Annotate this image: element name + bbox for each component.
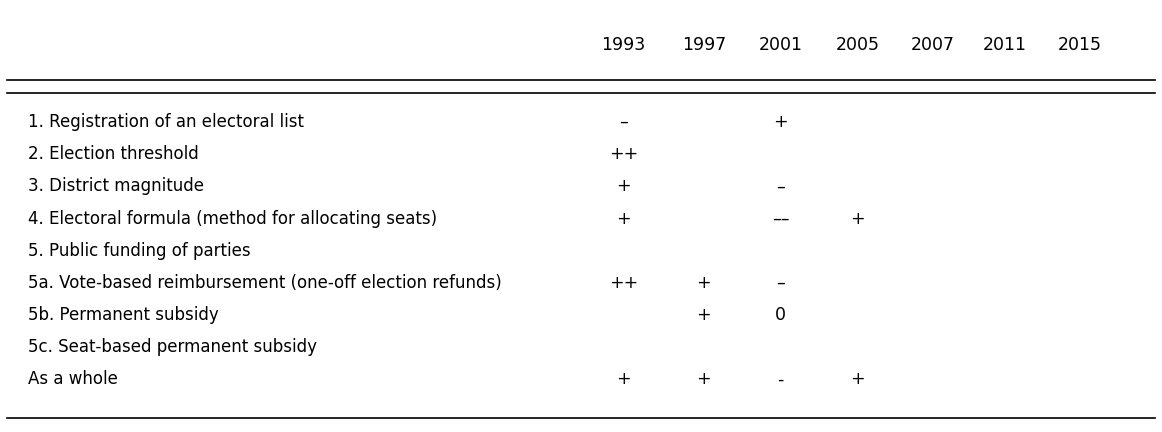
Text: 1997: 1997 xyxy=(682,35,726,54)
Text: 2001: 2001 xyxy=(759,35,803,54)
Text: –: – xyxy=(776,274,786,292)
Text: 1993: 1993 xyxy=(602,35,646,54)
Text: +: + xyxy=(616,371,631,388)
Text: –: – xyxy=(776,177,786,195)
Text: 4. Electoral formula (method for allocating seats): 4. Electoral formula (method for allocat… xyxy=(28,210,437,228)
Text: 1. Registration of an electoral list: 1. Registration of an electoral list xyxy=(28,113,303,131)
Text: +: + xyxy=(851,210,865,228)
Text: –: – xyxy=(619,113,627,131)
Text: +: + xyxy=(696,274,711,292)
Text: +: + xyxy=(851,371,865,388)
Text: +: + xyxy=(696,371,711,388)
Text: 0: 0 xyxy=(775,306,787,324)
Text: +: + xyxy=(774,113,788,131)
Text: 2011: 2011 xyxy=(983,35,1027,54)
Text: 5. Public funding of parties: 5. Public funding of parties xyxy=(28,241,250,260)
Text: 2007: 2007 xyxy=(910,35,954,54)
Text: 5b. Permanent subsidy: 5b. Permanent subsidy xyxy=(28,306,218,324)
Text: +: + xyxy=(616,210,631,228)
Text: +: + xyxy=(696,306,711,324)
Text: ++: ++ xyxy=(609,274,638,292)
Text: ––: –– xyxy=(772,210,789,228)
Text: 3. District magnitude: 3. District magnitude xyxy=(28,177,203,195)
Text: 5c. Seat-based permanent subsidy: 5c. Seat-based permanent subsidy xyxy=(28,338,316,356)
Text: 2015: 2015 xyxy=(1057,35,1102,54)
Text: As a whole: As a whole xyxy=(28,371,117,388)
Text: 2005: 2005 xyxy=(835,35,880,54)
Text: -: - xyxy=(777,371,784,388)
Text: ++: ++ xyxy=(609,145,638,163)
Text: 2. Election threshold: 2. Election threshold xyxy=(28,145,199,163)
Text: 5a. Vote-based reimbursement (one-off election refunds): 5a. Vote-based reimbursement (one-off el… xyxy=(28,274,501,292)
Text: +: + xyxy=(616,177,631,195)
